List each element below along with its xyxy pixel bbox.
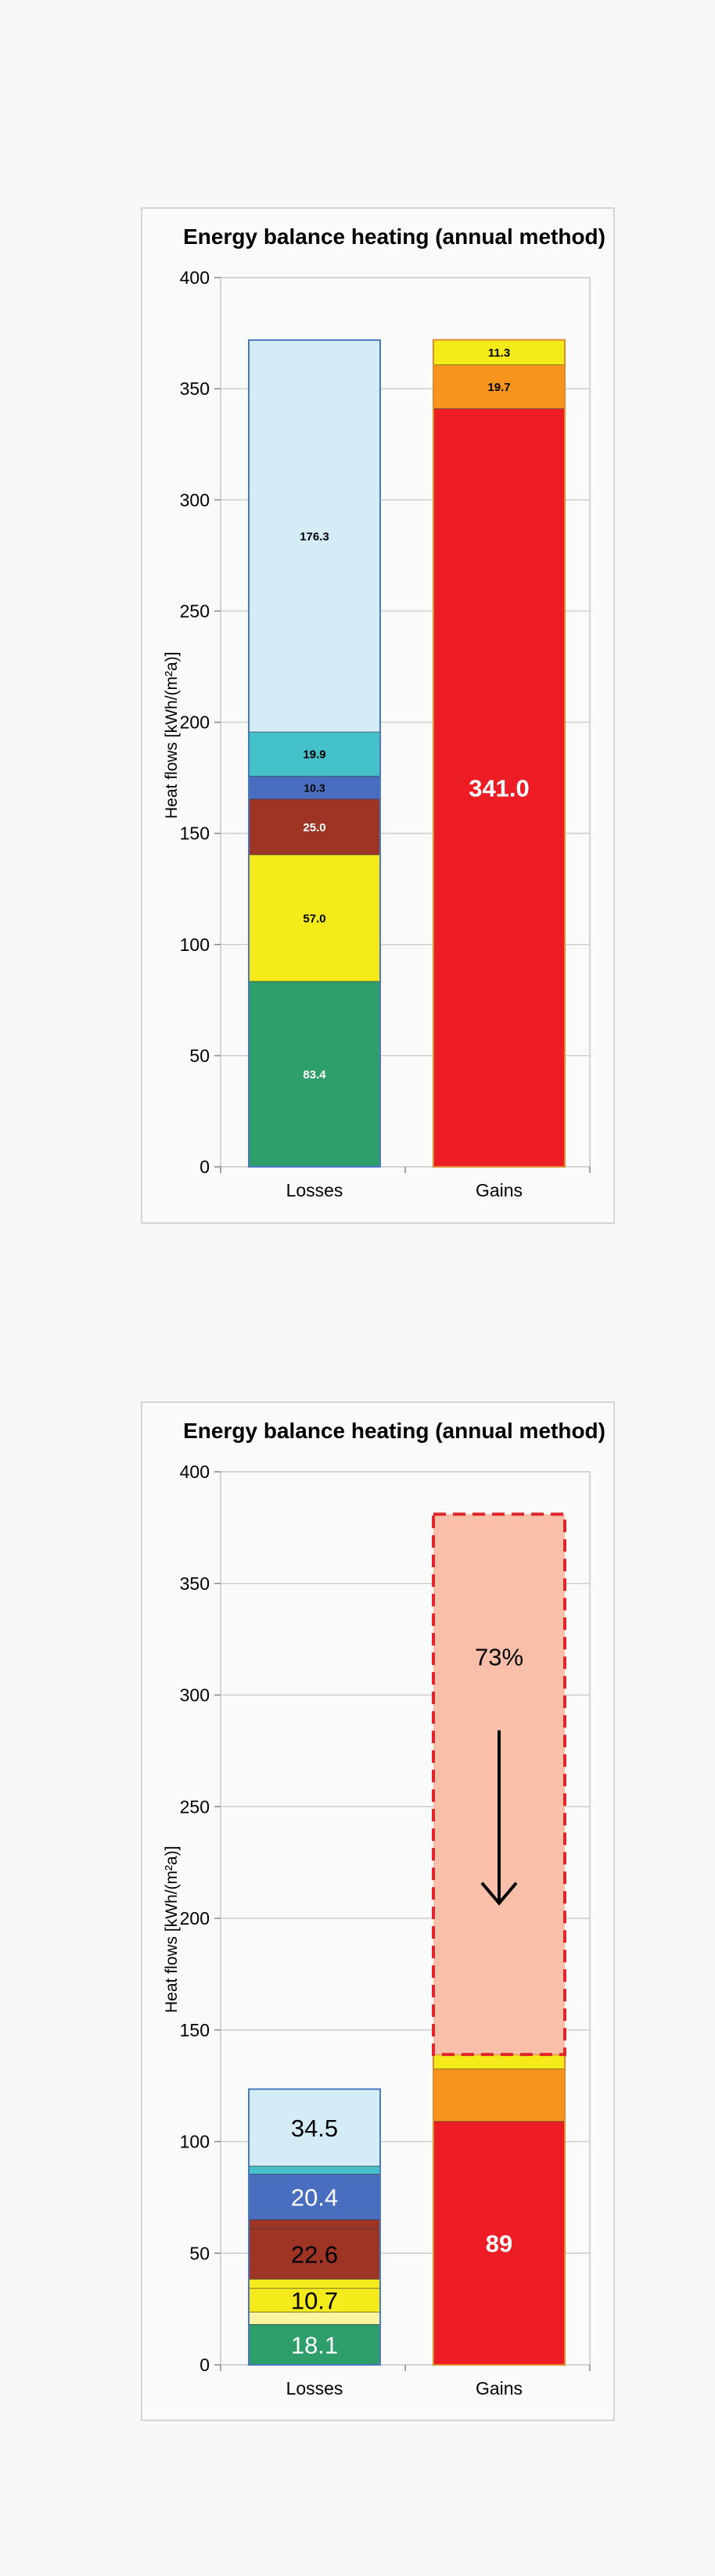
y-tick-label: 100 xyxy=(180,2132,210,2152)
data-label: 57.0 xyxy=(303,912,325,925)
x-category-label: Losses xyxy=(286,1180,343,1200)
chart-panel-1: Energy balance heating (annual method) H… xyxy=(141,207,615,1224)
bar-segment xyxy=(248,2279,381,2289)
data-label: 10.7 xyxy=(291,2287,338,2315)
y-tick-label: 350 xyxy=(180,379,210,399)
y-tick-label: 100 xyxy=(180,935,210,955)
chart-title: Energy balance heating (annual method) xyxy=(183,224,605,249)
bar-segment xyxy=(433,364,566,410)
bar-segment xyxy=(248,2324,381,2366)
y-tick-label: 200 xyxy=(180,712,210,733)
data-label: 20.4 xyxy=(291,2183,338,2211)
bar-segment xyxy=(248,2165,381,2175)
x-category-label: Losses xyxy=(286,2378,343,2398)
bar-segment xyxy=(248,339,381,733)
bar-segment xyxy=(248,798,381,856)
data-label: 10.3 xyxy=(304,781,325,794)
data-label: 341.0 xyxy=(469,775,530,802)
bar-segment xyxy=(433,408,566,1168)
bar-segment xyxy=(248,2089,381,2167)
y-tick-label: 350 xyxy=(180,1573,210,1594)
data-label: 22.6 xyxy=(291,2241,338,2268)
data-label: 83.4 xyxy=(303,1068,326,1082)
data-label: 18.1 xyxy=(291,2331,338,2359)
bar-segment xyxy=(248,2287,381,2312)
bar-segment xyxy=(248,854,381,982)
bar-outline xyxy=(433,339,566,1168)
bar-outline xyxy=(433,2054,566,2366)
bar-segment xyxy=(433,2121,566,2366)
data-label: 19.7 xyxy=(487,381,510,394)
arrow-head-icon xyxy=(480,1882,518,1906)
y-tick-label: 200 xyxy=(180,1908,210,1928)
x-category-label: Gains xyxy=(476,2378,523,2398)
data-label: 176.3 xyxy=(300,530,329,544)
y-tick-label: 300 xyxy=(180,1685,210,1706)
y-tick-label: 50 xyxy=(189,2243,210,2263)
data-label: 34.5 xyxy=(291,2115,338,2142)
data-label: 89 xyxy=(486,2230,512,2258)
chart-svg: 0 50 100 150 200 250 300 350 400 83.4 57.0 25.0 10.3… xyxy=(180,267,591,1200)
y-tick-label: 400 xyxy=(180,1462,210,1482)
bar-segment xyxy=(248,731,381,777)
bar-outline xyxy=(248,339,381,1168)
x-category-label: Gains xyxy=(476,1180,523,1200)
bar-segment xyxy=(248,776,381,800)
data-label: 25.0 xyxy=(303,821,325,834)
reduction-label: 73% xyxy=(475,1644,523,1671)
data-label: 19.9 xyxy=(303,748,325,762)
bar-outline xyxy=(248,2088,381,2366)
bar-segment xyxy=(248,2219,381,2230)
chart-panel-2: Energy balance heating (annual method) H… xyxy=(141,1401,615,2421)
chart-title: Energy balance heating (annual method) xyxy=(183,1419,605,1443)
chart-svg: 0 50 100 150 200 250 300 350 400 18.1 10.7 22.6 20.4… xyxy=(180,1462,591,2398)
y-tick-label: 250 xyxy=(180,601,210,621)
y-tick-label: 300 xyxy=(180,490,210,510)
y-tick-label: 150 xyxy=(180,2020,210,2040)
bar-segment xyxy=(248,2173,381,2220)
y-tick-label: 250 xyxy=(180,1796,210,1817)
y-tick-label: 50 xyxy=(189,1046,210,1066)
y-tick-label: 0 xyxy=(199,2355,210,2375)
bar-segment xyxy=(433,339,566,366)
bar-segment xyxy=(248,981,381,1168)
y-tick-label: 150 xyxy=(180,823,210,844)
data-label: 11.3 xyxy=(488,346,510,360)
y-tick-label: 400 xyxy=(180,267,210,288)
bar-segment xyxy=(433,2054,566,2070)
y-tick-label: 0 xyxy=(199,1157,210,1177)
bar-segment xyxy=(433,2068,566,2122)
